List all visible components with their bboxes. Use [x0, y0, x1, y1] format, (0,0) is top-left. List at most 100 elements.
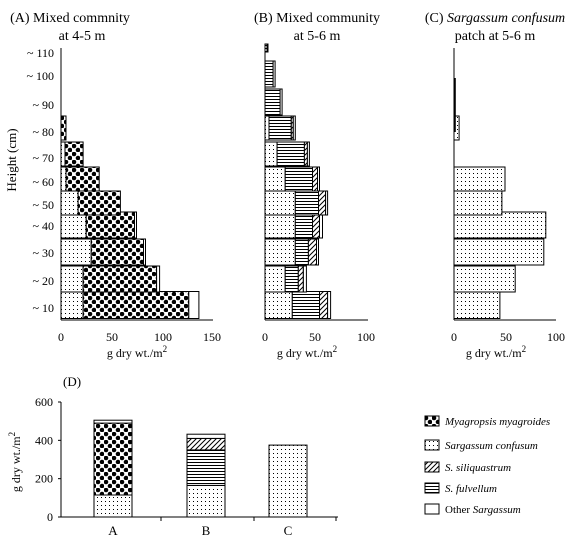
y-tick-label: 0 [47, 510, 53, 524]
height-tick-label: ~ 100 [27, 69, 55, 83]
height-tick-label: ~ 80 [33, 125, 55, 139]
bar-segment-other-sargassum-60 [317, 166, 320, 192]
bar-segment-other-sargassum-20 [156, 265, 161, 293]
panel-d-y-axis-label: g dry wt./m2 [7, 432, 23, 492]
bar-segment-s-siliquastrum-30 [307, 238, 317, 266]
bar-segment-sargassum-confusum-60 [453, 166, 506, 192]
height-tick-label: ~ 50 [33, 198, 55, 212]
height-tick-label: ~ 10 [33, 301, 55, 315]
bar-segment-other-sargassum-110 [266, 43, 269, 53]
height-tick-label: ~ 90 [33, 98, 55, 112]
bar-segment-other-sargassum-10 [327, 291, 332, 319]
height-tick-labels: ~ 10 ~ 20 ~ 30 ~ 40 ~ 50 ~ 60 ~ 70 ~ 80 … [27, 46, 55, 315]
panel-a-title-line1: (A) Mixed commnity [10, 11, 130, 26]
bar-segment-sargassum-confusum-80 [264, 115, 270, 141]
bar-segment-sargassum-confusum-40 [453, 211, 547, 239]
bar-segment-s-fulvellum-30 [294, 238, 309, 266]
bar-segment-s-siliquastrum-40 [312, 211, 321, 239]
bar-segment-s-fulvellum-B [186, 449, 226, 486]
bar-segment-myagropsis-myagroides-40 [85, 211, 135, 239]
bar-segment-other-sargassum-B [186, 433, 226, 439]
bar-segment-other-sargassum-20 [302, 265, 307, 293]
bar-segment-sargassum-confusum-70 [264, 141, 278, 167]
panel-b-x-ticks: 0 50 100 [262, 330, 375, 344]
bar-segment-s-fulvellum-70 [276, 141, 305, 167]
y-tick-label: 200 [35, 472, 53, 486]
x-tick-label: 100 [154, 330, 172, 344]
height-tick-label: ~ 70 [33, 151, 55, 165]
bar-segment-sargassum-confusum-30 [453, 238, 545, 266]
bar-segment-s-siliquastrum-B [186, 437, 226, 451]
panel-c-x-axis-label: g dry wt./m2 [466, 344, 526, 360]
bar-segment-myagropsis-myagroides-10 [82, 291, 190, 319]
bar-segment-sargassum-confusum-50 [60, 190, 79, 216]
x-tick-label: 50 [309, 330, 321, 344]
bar-segment-other-sargassum-70 [306, 141, 310, 167]
panel-c-x-axis-label-text: g dry wt./m [466, 346, 522, 360]
height-tick-label: ~ 60 [33, 175, 55, 189]
bar-segment-sargassum-confusum-40 [60, 211, 87, 239]
bar-segment-sargassum-confusum-20 [264, 265, 286, 293]
bar-segment-other-sargassum-40 [134, 211, 137, 239]
bar-segment-s-fulvellum-90 [264, 88, 281, 116]
bar-segment-sargassum-confusum-A [93, 494, 133, 518]
category-label: B [202, 523, 211, 538]
bar-segment-s-siliquastrum-50 [318, 190, 327, 216]
panel-b-bars [264, 43, 332, 319]
legend-swatch-fulv [424, 482, 440, 494]
legend-label-other: Other Sargassum [445, 504, 521, 516]
bar-segment-sargassum-confusum-30 [264, 238, 296, 266]
panel-c-title-line2: patch at 5-6 m [455, 29, 536, 44]
panel-c-x-ticks: 0 50 100 [451, 330, 565, 344]
panel-d-y-axis-label-sup: 2 [7, 432, 17, 437]
bar-segment-sargassum-confusum-60 [60, 166, 67, 192]
bar-segment-sargassum-confusum-10 [264, 291, 293, 319]
x-tick-label: 0 [262, 330, 268, 344]
bar-segment-s-fulvellum-80 [268, 115, 292, 141]
bar-segment-s-fulvellum-10 [291, 291, 321, 319]
x-tick-label: 0 [58, 330, 64, 344]
panel-a-title-line2: at 4-5 m [59, 29, 106, 44]
height-tick-label: ~ 20 [33, 274, 55, 288]
x-tick-label: 150 [203, 330, 221, 344]
panel-a-x-axis-label-sup: 2 [163, 344, 168, 354]
panel-b-x-axis-label-sup: 2 [333, 344, 338, 354]
x-tick-label: 50 [106, 330, 118, 344]
bar-segment-s-fulvellum-20 [284, 265, 299, 293]
bar-segment-other-sargassum-90 [279, 88, 283, 116]
bar-segment-myagropsis-myagroides-50 [77, 190, 121, 216]
legend-swatch-other [424, 503, 440, 515]
bar-segment-other-sargassum-30 [316, 238, 319, 266]
bar-segment-other-sargassum-40 [319, 211, 323, 239]
legend-swatch-conf [424, 439, 440, 451]
legend-label-sili: S. siliquastrum [445, 462, 511, 474]
y-axis-label: Height (cm) [4, 128, 19, 191]
panel-b-title-line2: at 5-6 m [294, 29, 341, 44]
bar-segment-sargassum-confusum-50 [264, 190, 296, 216]
legend-label-text: Sargassum confusum [445, 440, 538, 452]
bar-segment-sargassum-confusum-B [186, 484, 226, 518]
panel-a-bars [60, 115, 200, 319]
bar-segment-s-fulvellum-60 [284, 166, 314, 192]
panel-d-y-ticks: 0 200 400 600 [35, 395, 61, 524]
legend-label-fulv: S. fulvellum [445, 483, 497, 495]
panel-c-title-line1: (C) Sargassum confusum [425, 11, 565, 26]
bar-segment-other-sargassum-10 [188, 291, 200, 319]
legend-label-conf: Sargassum confusum [445, 440, 538, 452]
bar-segment-sargassum-confusum-30 [60, 238, 92, 266]
panel-a-x-ticks: 0 50 100 150 [58, 330, 221, 344]
height-tick-label: ~ 40 [33, 219, 55, 233]
bar-segment-other-sargassum-50 [325, 190, 329, 216]
panel-b-x-axis-label-text: g dry wt./m [277, 346, 333, 360]
bar-segment-other-sargassum-100 [272, 60, 276, 88]
legend-label-mya: Myagropsis myagroides [444, 416, 550, 428]
category-label: A [108, 523, 118, 538]
panel-a-x-axis-label: g dry wt./m2 [107, 344, 167, 360]
panel-b: 0 50 100 g dry wt./m2 [262, 43, 375, 360]
legend-label-text: S. fulvellum [445, 483, 497, 495]
legend: Myagropsis myagroides Sargassum confusum S… [424, 415, 550, 516]
legend-label-prefix: Other [445, 504, 473, 516]
bar-segment-s-fulvellum-100 [264, 60, 274, 88]
category-label: C [284, 523, 293, 538]
